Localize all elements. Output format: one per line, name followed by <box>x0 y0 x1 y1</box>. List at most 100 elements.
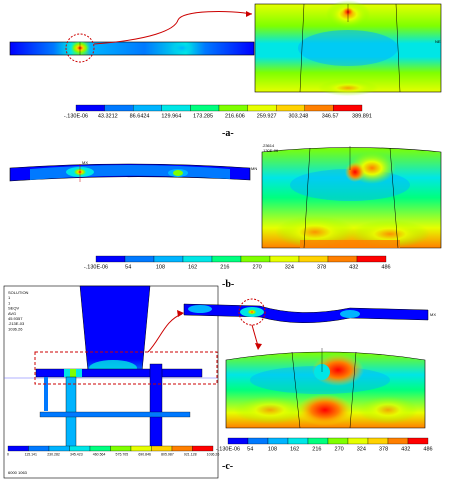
panel-a-legend-tick-label: 346.57 <box>322 114 339 120</box>
panel-a-legend-swatch <box>218 104 248 112</box>
panel-c: SOLUTION11SEQVAVG45.9357.213E-031036.26 … <box>3 285 436 479</box>
panel-c-callout-circle <box>238 298 266 326</box>
panel-c-legend-tick-label: 162 <box>290 447 299 453</box>
panel-c-ansys-legend-tick-label: 575.705 <box>116 453 129 457</box>
panel-c-ansys-legend-tick-label: 230.282 <box>47 453 60 457</box>
panel-c-legend-swatch <box>247 437 269 445</box>
panel-b-legend-swatch <box>153 255 184 263</box>
panel-b-legend-tick-label: 378 <box>317 265 326 271</box>
panel-c-legend-swatch <box>227 437 249 445</box>
panel-a-legend: -.130E-06 43.3212 86.6424 129.964 173.285 216… <box>64 104 372 120</box>
panel-c-ansys-legend-tick-label: 690.846 <box>138 453 151 457</box>
panel-b-legend-tick-label: 432 <box>349 265 358 271</box>
panel-c-legend-tick-label: 324 <box>357 447 366 453</box>
panel-c-ansys-legend-swatch <box>89 445 111 452</box>
panel-b-legend: -.130E-06 54 108 162 216 270 324 378 432 486 <box>84 255 391 271</box>
panel-b-legend-swatch <box>211 255 242 263</box>
panel-b-legend-swatch <box>182 255 213 263</box>
panel-a-legend-tick-label: 389.891 <box>352 114 372 120</box>
panel-c-ansys-legend-tick-label: 1036.26 <box>207 453 220 457</box>
panel-b-legend-swatch <box>269 255 300 263</box>
panel-b-legend-tick-label: 486 <box>381 265 390 271</box>
panel-b-detail-header-1: .23614 <box>262 143 275 148</box>
panel-b-detail <box>261 146 442 249</box>
panel-a-legend-swatch <box>161 104 191 112</box>
panel-b: MX MN .23614 .130E-06 -.130E-06 54 108 162 2… <box>9 143 442 290</box>
panel-b-legend-tick-label: -.130E-06 <box>84 265 108 271</box>
panel-c-ansys-legend-swatch <box>130 445 152 452</box>
panel-c-callout-line <box>251 324 259 347</box>
panel-a-legend-swatch <box>304 104 334 112</box>
panel-a-legend-tick-label: 173.285 <box>193 114 213 120</box>
panel-c-legend-tick-label: -.130E-06 <box>216 447 240 453</box>
panel-c-ansys-legend-swatch <box>151 445 173 452</box>
panel-b-legend-swatch <box>298 255 329 263</box>
panel-b-legend-tick-label: 162 <box>188 265 197 271</box>
panel-c-ansys-legend-tick-label: 0 <box>7 453 9 457</box>
panel-b-legend-swatch <box>240 255 271 263</box>
panel-a-callout-circle <box>65 33 95 63</box>
panel-b-legend-tick-label: 216 <box>220 265 229 271</box>
panel-c-ansys-legend-tick-label: 921.128 <box>184 453 197 457</box>
panel-b-legend-tick-label: 324 <box>285 265 294 271</box>
ansys-info-line: 45.9357 <box>8 316 23 321</box>
panel-b-legend-swatch <box>95 255 126 263</box>
panel-b-max-marker: MX <box>82 160 88 165</box>
panel-b-legend-tick-label: 270 <box>253 265 262 271</box>
panel-c-legend: -.130E-06 54 108 162 216 270 324 378 432 486 <box>216 437 433 453</box>
panel-a-legend-tick-label: 129.964 <box>161 114 181 120</box>
panel-a-legend-tick-label: 43.3212 <box>98 114 118 120</box>
panel-c-ansys-legend-swatch <box>69 445 91 452</box>
panel-c-ansys-legend-swatch <box>28 445 50 452</box>
panel-a: NE -.130E-06 43.3212 86.6424 129.964 173.285… <box>9 0 442 139</box>
panel-c-selection-box <box>34 351 218 385</box>
panel-a-callout-arrow <box>93 11 253 45</box>
panel-c-deformed-beam <box>183 303 429 323</box>
panel-c-ansys-legend-tick-label: 460.564 <box>93 453 106 457</box>
panel-c-ansys-footer: 6000 1063 <box>8 470 28 475</box>
panel-c-legend-tick-label: 270 <box>335 447 344 453</box>
panel-c-legend-swatch <box>327 437 349 445</box>
panel-c-ansys-legend-swatch <box>110 445 132 452</box>
panel-c-legend-tick-label: 216 <box>312 447 321 453</box>
panel-a-legend-swatch <box>104 104 134 112</box>
panel-c-legend-swatch <box>387 437 409 445</box>
panel-c-legend-tick-label: 108 <box>268 447 277 453</box>
panel-b-legend-swatch <box>327 255 358 263</box>
panel-b-legend-tick-label: 108 <box>156 265 165 271</box>
panel-c-legend-tick-label: 432 <box>401 447 410 453</box>
panel-c-column <box>79 285 151 373</box>
panel-b-min-marker: MN <box>251 166 257 171</box>
panel-a-legend-swatch <box>276 104 305 112</box>
panel-c-legend-tick-label: 54 <box>247 447 253 453</box>
panel-a-legend-tick-label: -.130E-06 <box>64 114 88 120</box>
panel-a-legend-swatch <box>247 104 277 112</box>
panel-c-legend-swatch <box>267 437 289 445</box>
panel-a-label: -a- <box>222 128 234 139</box>
panel-c-right-support <box>149 363 163 449</box>
ansys-info-line: AVG <box>8 311 16 316</box>
ansys-info-line: 1 <box>8 295 11 300</box>
panel-c-ansys-legend-tick-label: 345.423 <box>70 453 83 457</box>
panel-c-label: -c- <box>222 461 233 472</box>
panel-c-ansys-legend-swatch <box>48 445 70 452</box>
ansys-info-line: 1 <box>8 300 11 305</box>
panel-b-legend-swatch <box>124 255 155 263</box>
panel-c-legend-swatch <box>367 437 389 445</box>
panel-c-legend-tick-label: 378 <box>379 447 388 453</box>
ansys-info-line: 1036.26 <box>8 326 23 331</box>
panel-a-legend-swatch <box>133 104 162 112</box>
panel-c-legend-swatch <box>287 437 309 445</box>
panel-a-secondary-zone <box>170 42 194 54</box>
ansys-info-line: SEQV <box>8 306 19 311</box>
panel-c-inset-beam <box>35 368 203 378</box>
svg-text:NE: NE <box>435 39 441 44</box>
panel-a-legend-tick-label: 86.6424 <box>130 114 150 120</box>
panel-a-legend-tick-label: 303.248 <box>288 114 308 120</box>
panel-c-legend-tick-label: 486 <box>423 447 432 453</box>
panel-c-ansys-legend-swatch <box>7 445 29 452</box>
panel-c-legend-swatch <box>407 437 429 445</box>
ansys-info-line: SOLUTION <box>8 290 29 295</box>
